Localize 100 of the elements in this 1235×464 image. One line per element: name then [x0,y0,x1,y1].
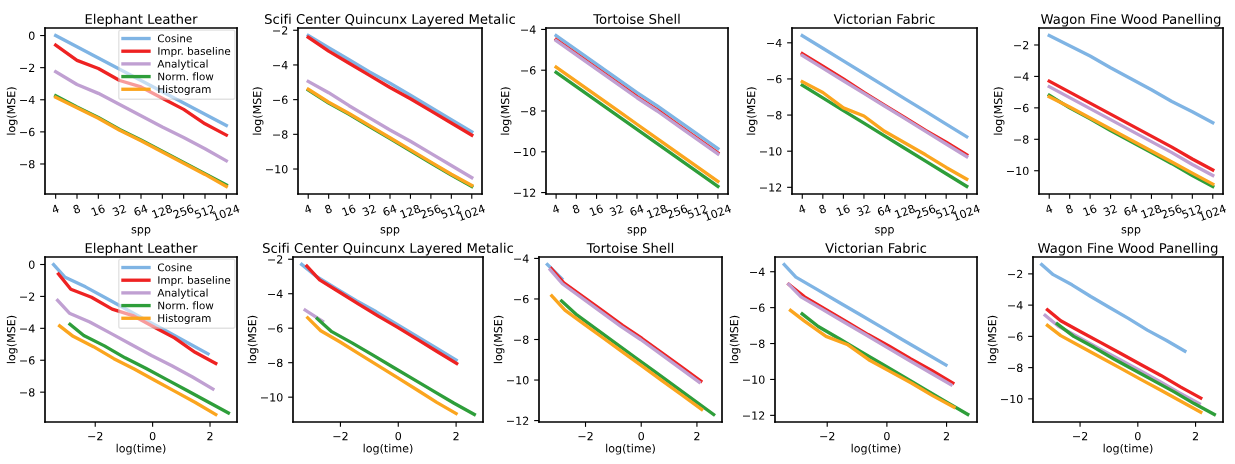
x-tick-label: 2 [207,431,213,441]
x-tick-label: 32 [361,204,377,217]
x-tick-label: 256 [172,204,195,219]
x-tick-label: 0 [149,431,156,441]
y-tick-label: −12 [760,183,782,192]
y-tick-label: −4 [20,95,35,104]
legend-label: Histogram [158,313,211,325]
chart-title: Victorian Fabric [833,13,935,25]
y-tick-label: −8 [514,335,529,344]
x-tick-label: −2 [1073,431,1088,441]
x-tick-label: 0 [395,431,402,441]
x-tick-label: 8 [571,204,581,214]
y-tick-label: −2 [1008,269,1023,279]
legend-label: Norm. flow [158,301,214,310]
y-tick-label: −8 [1014,135,1029,144]
x-axis-title: log(time) [851,443,901,455]
x-tick-label: 128 [1140,204,1162,219]
x-axis-title: spp [131,227,151,236]
x-tick-label: 4 [1044,204,1054,214]
x-tick-label: 8 [1065,204,1074,214]
y-tick-label: −6 [1014,103,1029,113]
x-tick-label: 16 [836,204,851,217]
x-tick-label: 16 [91,204,106,217]
x-tick-label: 32 [112,204,127,217]
legend-label: Norm. flow [158,72,214,81]
x-tick-label: 128 [894,204,916,219]
y-tick-label: −8 [273,130,288,139]
y-tick-label: −4 [750,267,765,276]
y-tick-label: −10 [760,147,782,156]
y-tick-label: −2 [20,292,35,301]
x-tick-label: 4 [551,204,560,214]
y-tick-label: −8 [1008,363,1023,372]
legend-label: Impr. baseline [158,275,231,287]
x-tick-label: 8 [324,204,333,214]
chart-title: Wagon Fine Wood Panelling [1040,13,1221,27]
x-tick-label: 2 [453,431,459,441]
y-axis-title: log(MSE) [252,87,264,135]
x-tick-label: 256 [419,204,442,219]
y-tick-label: −4 [514,254,529,263]
x-tick-label: 16 [1082,204,1098,217]
x-tick-label: 128 [646,204,668,219]
x-tick-label: 64 [876,204,892,217]
y-tick-label: −12 [507,416,529,425]
legend-label: Impr. baseline [158,46,231,58]
y-tick-label: −10 [514,147,536,157]
x-tick-label: 16 [341,204,357,217]
x-tick-label: 256 [1160,204,1183,219]
y-tick-label: −8 [767,111,782,120]
x-tick-label: 2 [694,431,700,441]
y-axis-title: log(MSE) [746,87,758,135]
x-tick-label: −2 [820,431,835,441]
x-axis-title: log(time) [606,443,655,455]
x-tick-label: 32 [856,204,871,217]
y-tick-label: −6 [767,74,782,84]
legend-label: Histogram [158,84,211,96]
y-tick-label: −2 [20,63,35,72]
chart-title: Elephant Leather [85,242,198,256]
x-tick-label: 32 [1102,204,1118,217]
x-axis-title: spp [380,227,400,236]
y-tick-label: −8 [20,388,35,397]
y-axis-title: log(MSE) [247,315,259,364]
x-tick-label: 0 [638,431,645,441]
y-tick-label: −2 [273,26,288,35]
y-tick-label: −10 [261,393,283,402]
y-tick-label: −6 [20,356,35,365]
y-tick-label: −10 [1001,394,1023,404]
x-tick-label: 2 [1192,431,1198,441]
x-tick-label: 2 [943,431,949,441]
y-tick-label: −6 [521,66,536,75]
y-tick-label: −10 [266,165,288,174]
x-tick-label: 64 [1123,204,1139,217]
chart-title: Tortoise Shell [586,242,674,254]
x-tick-label: 4 [303,204,313,214]
y-tick-label: −4 [20,324,35,333]
y-tick-label: −8 [750,339,765,348]
x-tick-label: 4 [51,204,60,214]
x-tick-label: 256 [666,204,688,219]
x-axis-title: spp [1121,227,1141,236]
x-axis-title: spp [875,227,894,236]
y-tick-label: −4 [1014,72,1029,81]
x-tick-label: 64 [133,204,149,217]
x-tick-label: −2 [578,431,593,441]
chart-title: Victorian Fabric [825,242,927,254]
y-tick-label: −6 [514,294,529,304]
y-axis-title: log(MSE) [500,87,512,135]
legend-label: Cosine [157,34,192,43]
x-tick-label: 128 [151,204,173,219]
x-tick-label: 8 [72,204,81,214]
x-axis-title: spp [627,227,647,236]
y-tick-label: −4 [767,38,782,48]
y-tick-label: −4 [521,25,536,34]
x-axis-title: log(time) [1103,443,1153,455]
y-tick-label: −8 [521,106,536,116]
x-tick-label: 256 [914,204,937,219]
chart-title: Scifi Center Quincunx Layered Metalic [265,13,516,27]
y-tick-label: −8 [20,159,35,169]
chart-title: Tortoise Shell [593,13,680,25]
legend-label: Analytical [157,59,208,70]
x-tick-label: −2 [88,431,103,441]
y-tick-label: −12 [743,411,765,420]
